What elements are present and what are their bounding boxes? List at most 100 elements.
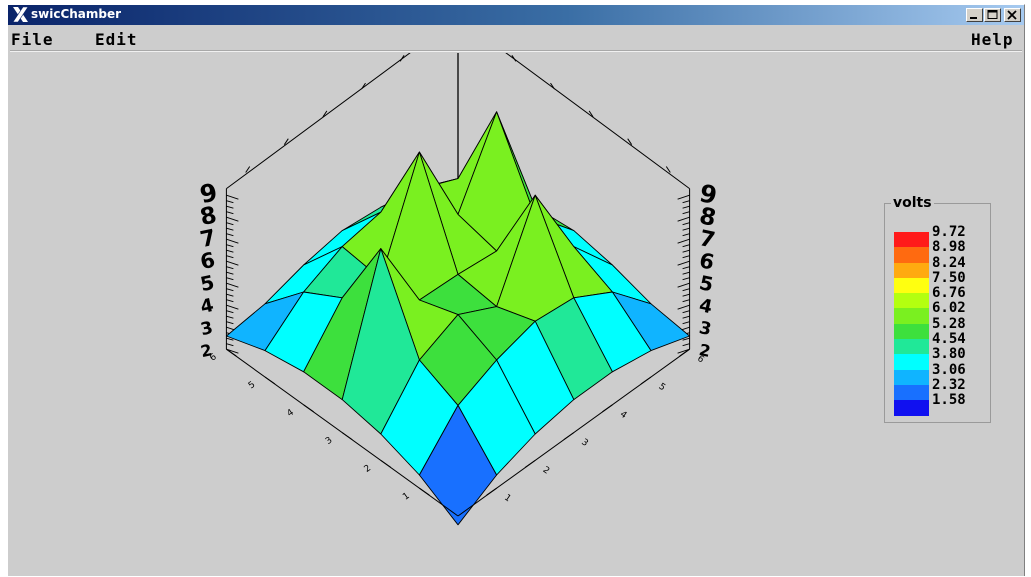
z-tick: [677, 282, 690, 288]
close-icon: [1007, 10, 1017, 20]
z-tick-label-left: 7: [198, 226, 218, 254]
menu-edit[interactable]: Edit: [95, 30, 138, 49]
z-tick: [677, 348, 690, 354]
z-tick: [226, 310, 234, 314]
z-tick-label-right: 9: [697, 178, 720, 210]
menu-file[interactable]: File: [11, 30, 54, 49]
z-tick: [682, 321, 690, 325]
z-tick: [226, 249, 234, 253]
z-tick-label-right: 6: [697, 248, 716, 274]
z-tick: [226, 266, 234, 270]
z-tick: [682, 222, 690, 226]
z-tick: [677, 194, 690, 200]
legend-value: 5.28: [932, 315, 966, 332]
back-tick: [665, 166, 671, 173]
back-tick: [511, 55, 517, 62]
z-tick: [226, 348, 239, 354]
title-bar[interactable]: swicChamber: [8, 5, 1024, 25]
legend-swatch: [894, 293, 929, 309]
x-tick: [380, 459, 392, 468]
floor-axes: 1 2 3 4 5 6 1 2 3 4 5 6: [208, 55, 706, 517]
z-tick: [226, 194, 239, 200]
legend-swatch: [894, 308, 929, 324]
x-tick-label: 2: [363, 463, 373, 474]
z-tick: [682, 255, 690, 259]
y-tick-label: 4: [618, 410, 629, 422]
legend-title: volts: [891, 195, 934, 211]
z-tick-label-right: 8: [697, 202, 718, 232]
x-tick: [264, 376, 276, 385]
z-tick: [682, 337, 690, 341]
x-tick: [419, 487, 430, 496]
legend-value: 4.54: [932, 331, 966, 348]
z-tick: [226, 343, 234, 347]
back-tick: [245, 166, 251, 173]
close-button[interactable]: [1004, 8, 1021, 22]
legend-value: 2.32: [932, 376, 966, 393]
legend-swatch: [894, 339, 929, 355]
back-tick: [283, 138, 289, 145]
z-tick-label-right: 5: [697, 271, 715, 296]
window-title: swicChamber: [31, 7, 122, 21]
z-tick: [682, 211, 690, 215]
y-tick-label: 2: [541, 465, 551, 476]
y-tick-label: 3: [579, 437, 589, 448]
back-tick: [627, 138, 633, 145]
y-tick: [602, 404, 613, 413]
legend-swatch: [894, 384, 929, 401]
x-tick: [303, 404, 314, 413]
z-tick: [226, 227, 234, 231]
z-tick: [226, 255, 234, 259]
z-tick: [682, 200, 690, 204]
maximize-icon: [987, 10, 998, 19]
z-tick: [682, 233, 690, 237]
z-tick: [682, 343, 690, 347]
minimize-button[interactable]: [966, 8, 983, 22]
x-window-icon: [12, 6, 29, 23]
surface: [225, 111, 691, 526]
legend-value: 6.02: [932, 300, 966, 317]
legend-swatch: [894, 262, 929, 278]
back-tick: [399, 55, 405, 62]
legend-value: 3.06: [932, 361, 966, 378]
menu-help[interactable]: Help: [971, 30, 1014, 49]
legend-value: 3.80: [932, 346, 966, 363]
z-tick: [682, 249, 690, 253]
z-tick: [682, 205, 690, 209]
y-tick-label: 1: [502, 493, 512, 504]
z-tick: [226, 244, 234, 248]
z-tick: [677, 304, 690, 310]
z-tick: [226, 321, 234, 325]
x-tick-label: 6: [208, 352, 219, 364]
legend-swatch: [894, 323, 929, 340]
x-tick: [341, 432, 353, 441]
z-tick-label-left: 3: [199, 318, 215, 340]
z-tick-label-left: 8: [198, 201, 219, 231]
z-tick: [226, 222, 234, 226]
legend-swatch: [894, 369, 929, 385]
x-tick: [226, 348, 237, 357]
z-tick: [226, 299, 234, 303]
y-tick-label: 6: [695, 354, 706, 366]
legend-value: 9.72: [932, 224, 966, 240]
menu-separator: [10, 50, 1022, 52]
x-tick-label: 3: [324, 436, 334, 447]
z-tick: [677, 238, 690, 244]
z-tick: [682, 227, 690, 231]
legend-value: 6.76: [932, 285, 966, 302]
back-tick: [322, 110, 328, 118]
z-tick: [226, 205, 234, 209]
z-tick: [682, 299, 690, 303]
z-tick: [682, 310, 690, 314]
x-tick-label: 5: [247, 380, 257, 391]
legend-swatch: [894, 400, 929, 416]
z-tick: [226, 200, 234, 204]
legend-value: 8.24: [932, 254, 966, 271]
maximize-button[interactable]: [984, 8, 1001, 22]
z-tick: [226, 211, 234, 215]
z-tick-label-left: 9: [197, 177, 220, 209]
z-tick: [226, 282, 239, 288]
z-tick-label-left: 6: [198, 248, 217, 274]
z-tick: [226, 277, 234, 281]
